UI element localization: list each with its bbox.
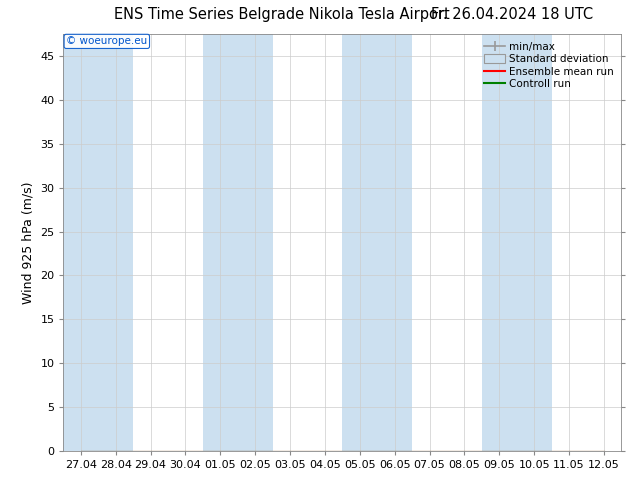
Text: Fr. 26.04.2024 18 UTC: Fr. 26.04.2024 18 UTC xyxy=(431,7,593,23)
Bar xyxy=(517,34,552,451)
Bar xyxy=(377,34,412,451)
Bar xyxy=(98,34,133,451)
Text: © woeurope.eu: © woeurope.eu xyxy=(66,36,148,47)
Text: ENS Time Series Belgrade Nikola Tesla Airport: ENS Time Series Belgrade Nikola Tesla Ai… xyxy=(114,7,450,23)
Bar xyxy=(63,34,98,451)
Legend: min/max, Standard deviation, Ensemble mean run, Controll run: min/max, Standard deviation, Ensemble me… xyxy=(482,40,616,92)
Bar xyxy=(203,34,238,451)
Y-axis label: Wind 925 hPa (m/s): Wind 925 hPa (m/s) xyxy=(22,181,35,304)
Bar xyxy=(482,34,517,451)
Bar xyxy=(238,34,273,451)
Bar xyxy=(342,34,377,451)
